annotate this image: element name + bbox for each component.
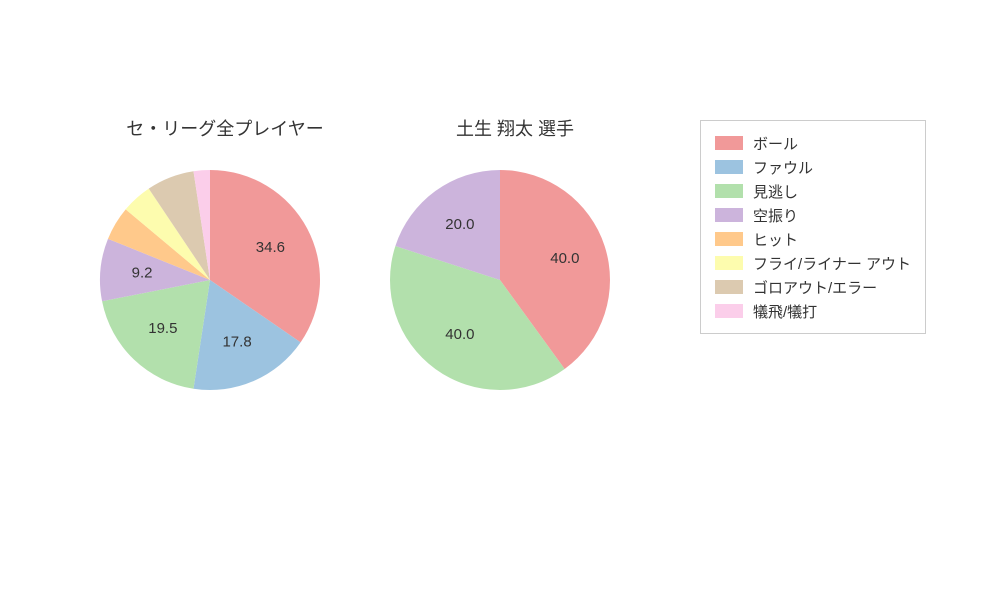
slice-label-whiff: 20.0 (445, 216, 474, 233)
slice-label-foul: 17.8 (222, 334, 251, 351)
legend-swatch-sac (715, 304, 743, 318)
legend-row-ball: ボール (715, 131, 911, 155)
legend-label-ball: ボール (753, 133, 798, 154)
legend-label-whiff: 空振り (753, 205, 798, 226)
legend-swatch-ball (715, 136, 743, 150)
slice-label-ball: 34.6 (256, 239, 285, 256)
legend-label-hit: ヒット (753, 229, 798, 250)
legend-row-sac: 犠飛/犠打 (715, 299, 911, 323)
legend-label-foul: ファウル (753, 157, 813, 178)
legend-swatch-hit (715, 232, 743, 246)
pie-chart-league: 34.6 17.8 19.5 9.2 (80, 150, 340, 410)
legend-label-ground: ゴロアウト/エラー (753, 277, 877, 298)
chart-area: セ・リーグ全プレイヤー 34.6 17.8 19.5 9.2 土生 翔太 選手 40.… (0, 0, 1000, 600)
legend-row-whiff: 空振り (715, 203, 911, 227)
legend-label-look: 見逃し (753, 181, 798, 202)
pie-title-player: 土生 翔太 選手 (400, 115, 630, 141)
legend-swatch-fly (715, 256, 743, 270)
legend-row-look: 見逃し (715, 179, 911, 203)
pie-title-league: セ・リーグ全プレイヤー (110, 115, 340, 141)
legend-row-hit: ヒット (715, 227, 911, 251)
legend-swatch-foul (715, 160, 743, 174)
slice-label-ball: 40.0 (550, 250, 579, 267)
legend-label-sac: 犠飛/犠打 (753, 301, 817, 322)
slice-label-whiff: 9.2 (132, 265, 153, 282)
slice-label-look: 40.0 (445, 326, 474, 343)
pie-chart-player: 40.0 40.0 20.0 (370, 150, 630, 410)
legend-swatch-ground (715, 280, 743, 294)
legend-swatch-whiff (715, 208, 743, 222)
legend: ボールファウル見逃し空振りヒットフライ/ライナー アウトゴロアウト/エラー犠飛/… (700, 120, 926, 334)
legend-label-fly: フライ/ライナー アウト (753, 253, 911, 274)
slice-label-look: 19.5 (148, 320, 177, 337)
legend-swatch-look (715, 184, 743, 198)
legend-row-foul: ファウル (715, 155, 911, 179)
legend-row-ground: ゴロアウト/エラー (715, 275, 911, 299)
legend-row-fly: フライ/ライナー アウト (715, 251, 911, 275)
